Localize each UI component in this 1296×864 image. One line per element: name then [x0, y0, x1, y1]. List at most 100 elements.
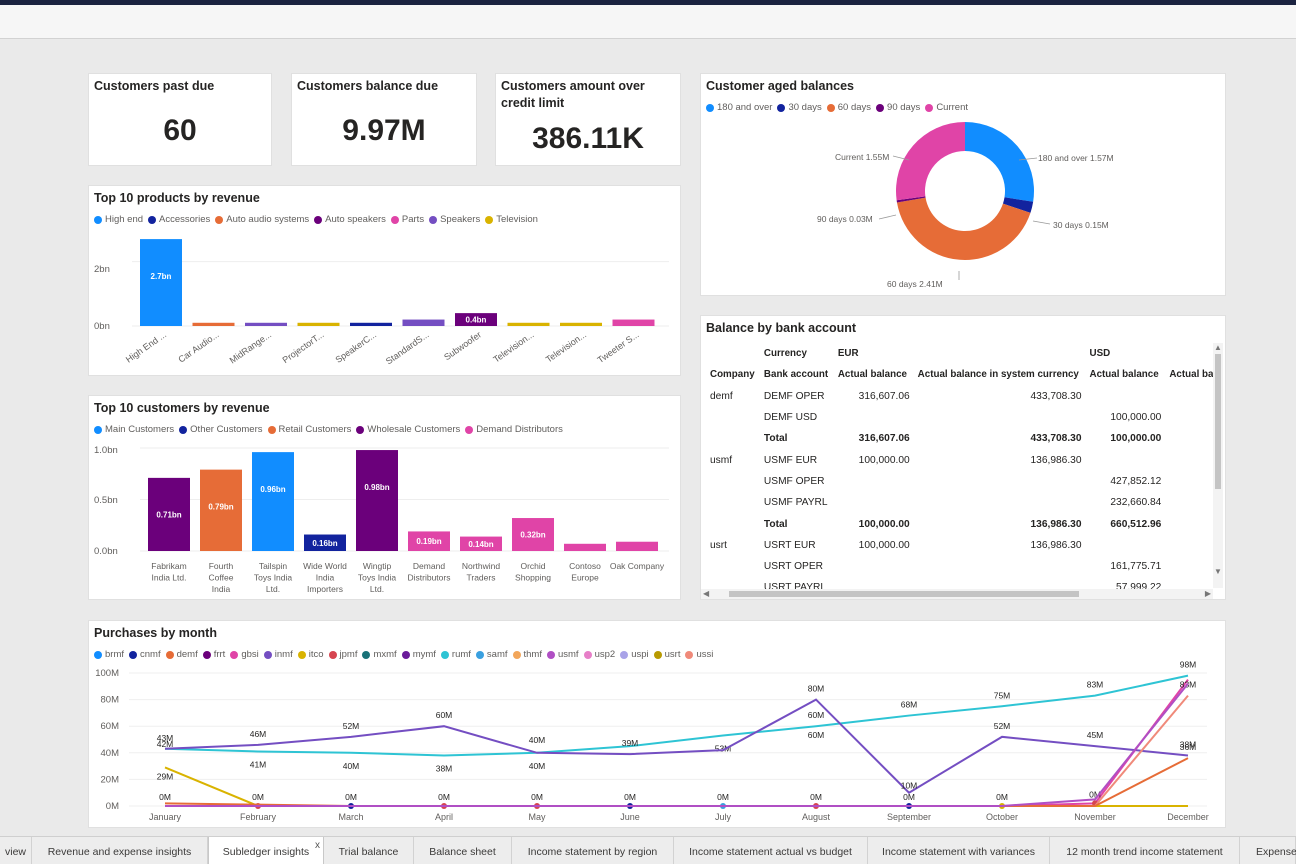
donut-slice-60-days[interactable] [896, 197, 1031, 261]
legend-item[interactable]: usrt [653, 649, 680, 660]
legend-item[interactable]: 30 days [777, 102, 822, 113]
table-row[interactable]: usrt USRT EUR 100,000.00 136,986.30 [706, 535, 1225, 556]
series-line-rumf[interactable] [164, 674, 1189, 757]
series-line-inmf[interactable] [164, 698, 1189, 794]
bar[interactable] [297, 322, 340, 326]
legend-item[interactable]: High end [94, 214, 143, 225]
donut-slice-30-days[interactable] [1002, 197, 1034, 213]
header-company[interactable]: Company [710, 369, 755, 381]
series-line-gbsi[interactable] [165, 679, 1189, 807]
tab-income-by-region[interactable]: Income statement by region [512, 837, 674, 864]
table-row[interactable]: USMF OPER 427,852.12 [706, 471, 1225, 492]
donut-slice-90-days[interactable] [896, 196, 926, 203]
table-row[interactable]: USRT PAYRL 57,999.22 [706, 577, 1225, 598]
bar[interactable] [564, 543, 606, 551]
legend-item[interactable]: Speakers [429, 214, 480, 225]
legend-item[interactable]: Retail Customers [267, 424, 351, 435]
legend-item[interactable]: demf [165, 649, 198, 660]
bar[interactable] [304, 534, 346, 551]
legend-item[interactable]: Parts [390, 214, 424, 225]
legend-item[interactable]: Wholesale Customers [356, 424, 460, 435]
bar[interactable] [356, 450, 398, 551]
table-row[interactable]: USMF PAYRL 232,660.84 [706, 492, 1225, 513]
bar[interactable] [512, 518, 554, 551]
legend-item[interactable]: Demand Distributors [465, 424, 563, 435]
bar[interactable] [252, 452, 294, 551]
series-line-itco[interactable] [164, 766, 1188, 807]
header-actual-balance-usd[interactable]: Actual balance [1089, 369, 1159, 381]
bar[interactable] [200, 469, 242, 551]
legend-item[interactable]: Auto audio systems [215, 214, 309, 225]
vertical-scrollbar[interactable]: ▲ ▼ [1213, 343, 1223, 588]
legend-item[interactable]: Auto speakers [314, 214, 386, 225]
tab-trial-balance[interactable]: Trial balance [324, 837, 414, 864]
legend-item[interactable]: ussi [685, 649, 713, 660]
scroll-up-icon[interactable]: ▲ [1214, 343, 1222, 352]
scrollbar-thumb[interactable] [729, 591, 1079, 597]
legend-item[interactable]: mxmf [362, 649, 397, 660]
legend-item[interactable]: cnmf [129, 649, 161, 660]
bar[interactable] [408, 531, 450, 551]
header-usd[interactable]: USD [1089, 348, 1111, 360]
legend-item[interactable]: Television [485, 214, 538, 225]
legend-item[interactable]: samf [475, 649, 508, 660]
header-actual-balance[interactable]: Actual balance [837, 369, 907, 381]
table-row[interactable]: DEMF USD 100,000.00 [706, 407, 1225, 428]
legend-item[interactable]: 90 days [876, 102, 920, 113]
legend-item[interactable]: Accessories [148, 214, 210, 225]
scrollbar-thumb[interactable] [1215, 354, 1221, 489]
legend-item[interactable]: frrt [202, 649, 225, 660]
legend-item[interactable]: rumf [440, 649, 471, 660]
legend-item[interactable]: usmf [546, 649, 579, 660]
donut-slice-current[interactable] [896, 122, 965, 201]
bar[interactable] [192, 322, 235, 326]
bar[interactable] [460, 536, 502, 551]
legend-item[interactable]: itco [297, 649, 324, 660]
legend-item[interactable]: Other Customers [179, 424, 263, 435]
bar[interactable] [148, 477, 190, 551]
close-icon[interactable]: x [315, 840, 320, 851]
table-row[interactable]: Total 316,607.06 433,708.30 100,000.00 [706, 428, 1225, 449]
header-eur[interactable]: EUR [837, 348, 859, 360]
series-line-usmf[interactable] [165, 683, 1189, 807]
header-currency[interactable]: Currency [763, 348, 807, 360]
table-row[interactable]: Total 100,000.00 136,986.30 660,512.96 [706, 513, 1225, 534]
tab-subledger-insights[interactable]: Subledger insights x [208, 837, 324, 864]
header-bank-account[interactable]: Bank account [763, 369, 829, 381]
legend-item[interactable]: gbsi [230, 649, 259, 660]
bar[interactable] [350, 322, 392, 326]
legend-item[interactable]: thmf [512, 649, 542, 660]
legend-item[interactable]: 60 days [826, 102, 871, 113]
table-row[interactable]: USRT OPER 161,775.71 [706, 556, 1225, 577]
tab-income-vs-budget[interactable]: Income statement actual vs budget [674, 837, 868, 864]
tab-expenses[interactable]: Expenses [1240, 837, 1296, 864]
header-system-balance[interactable]: Actual balance in system currency [917, 369, 1079, 381]
scroll-down-icon[interactable]: ▼ [1214, 567, 1222, 576]
series-line-ussi[interactable] [165, 694, 1189, 807]
bar[interactable] [507, 322, 550, 326]
tab-overview[interactable]: view [0, 837, 32, 864]
table-row[interactable]: usmf USMF EUR 100,000.00 136,986.30 [706, 449, 1225, 470]
tab-revenue-expense[interactable]: Revenue and expense insights [32, 837, 208, 864]
legend-item[interactable]: 180 and over [706, 102, 772, 113]
scroll-right-icon[interactable]: ▶ [1204, 589, 1211, 598]
legend-item[interactable]: usp2 [583, 649, 615, 660]
bar[interactable] [616, 541, 658, 551]
legend-item[interactable]: brmf [94, 649, 124, 660]
donut-slice-180-and-over[interactable] [965, 122, 1034, 202]
legend-item[interactable]: jpmf [328, 649, 357, 660]
bar[interactable] [455, 313, 497, 326]
bar[interactable] [612, 319, 655, 326]
legend-item[interactable]: mymf [401, 649, 436, 660]
bar[interactable] [560, 322, 602, 326]
table-row[interactable]: demf DEMF OPER 316,607.06 433,708.30 [706, 386, 1225, 407]
horizontal-scrollbar[interactable]: ◀ ▶ [701, 589, 1213, 599]
tab-balance-sheet[interactable]: Balance sheet [414, 837, 512, 864]
bar[interactable] [140, 239, 182, 326]
header-actual-balance-cut[interactable]: Actual ba [1169, 369, 1214, 381]
legend-item[interactable]: inmf [263, 649, 293, 660]
scroll-left-icon[interactable]: ◀ [703, 589, 710, 598]
legend-item[interactable]: Main Customers [94, 424, 174, 435]
legend-item[interactable]: uspi [620, 649, 649, 660]
bar[interactable] [245, 322, 287, 326]
